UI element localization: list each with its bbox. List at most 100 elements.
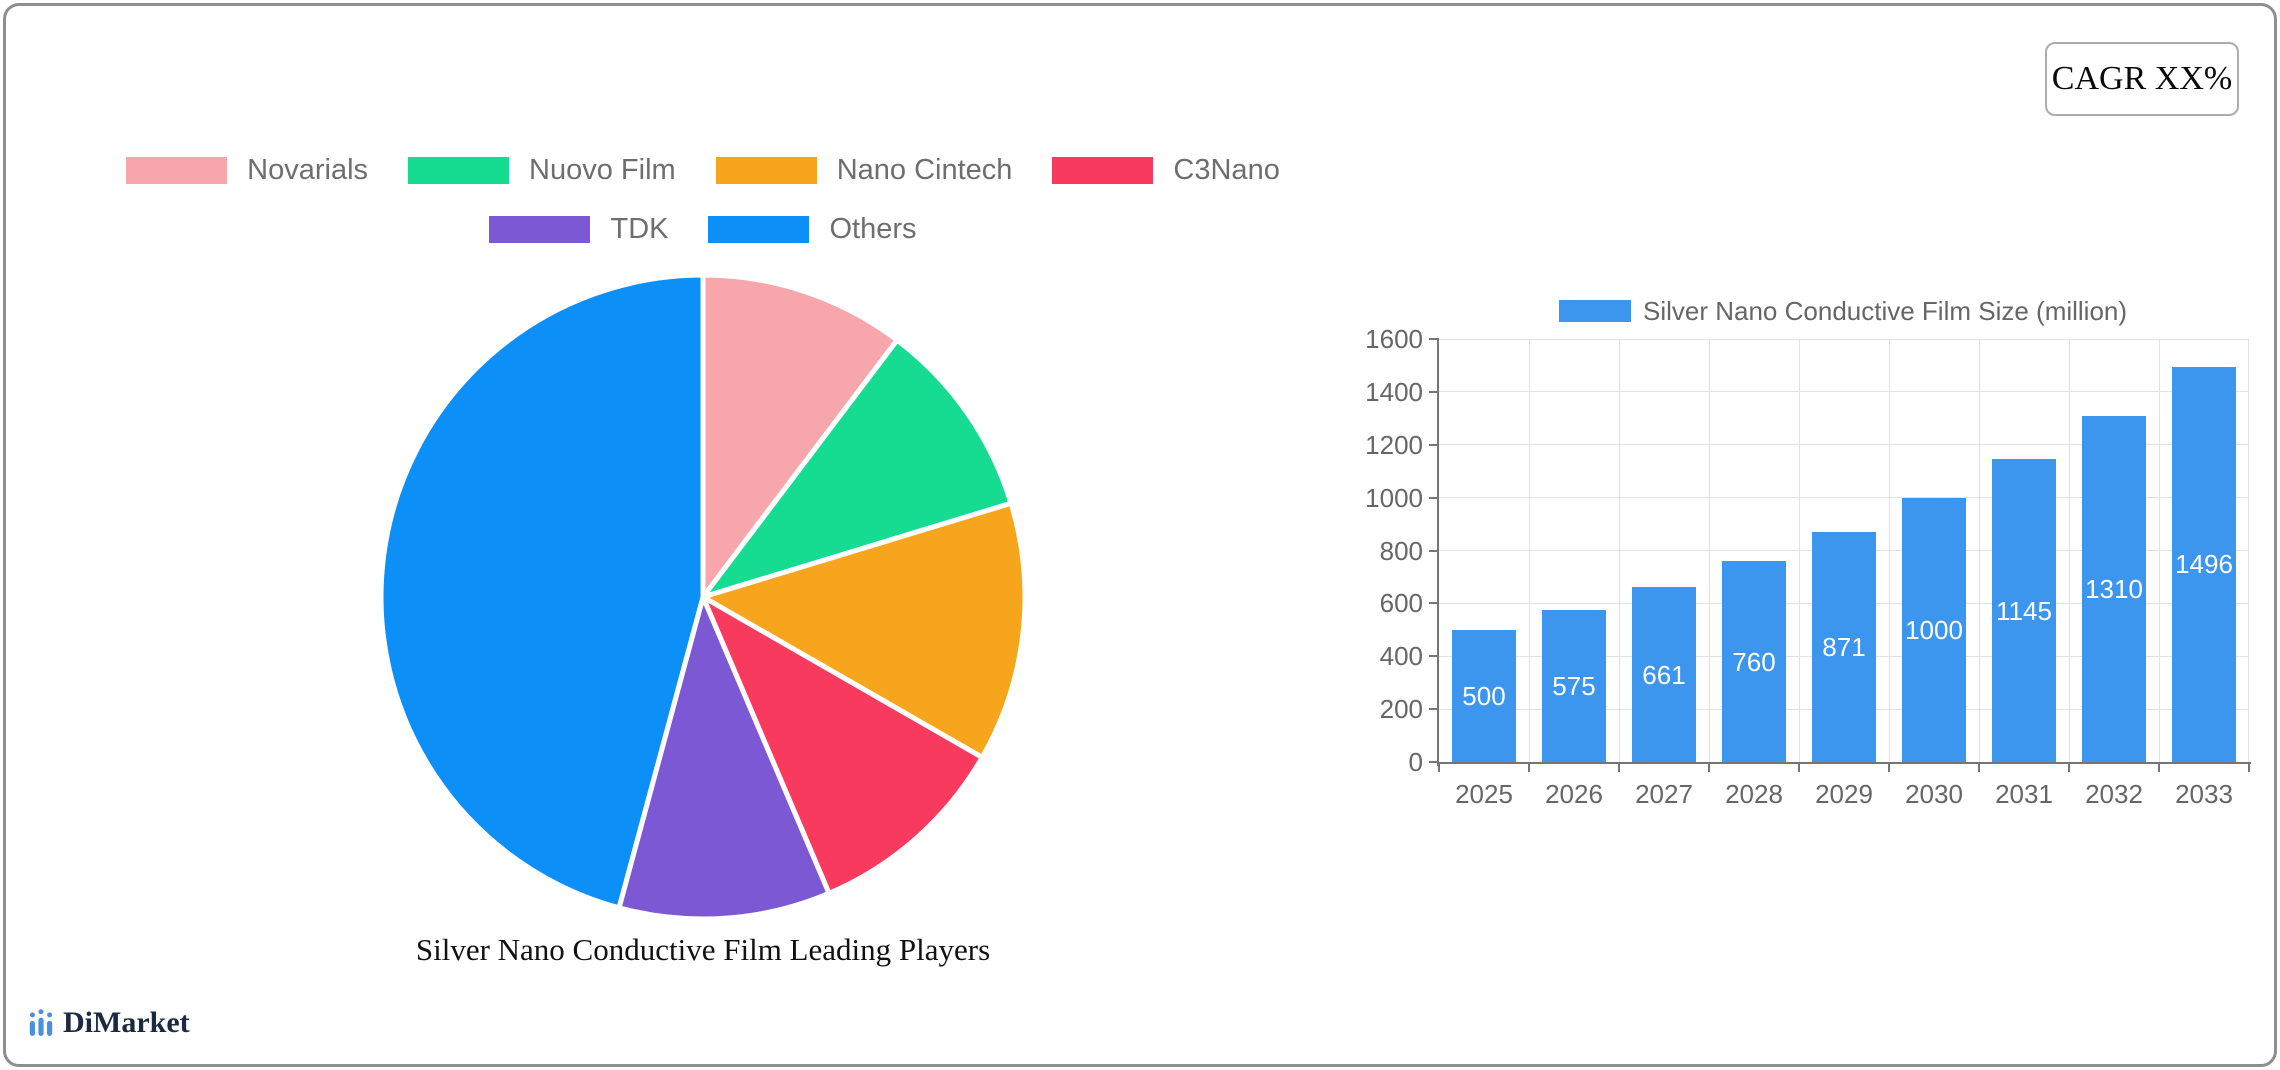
bar-2030: 1000 — [1902, 497, 1966, 762]
bar-chart-plot-area: 0 200 400 600 800 1000 1200 1400 1600 2025 500 2026… — [1365, 325, 2250, 808]
pie-legend-item-nuovo-film: Nuovo Film — [408, 153, 676, 187]
y-axis-tick — [1429, 338, 1439, 340]
bar-chart-logo-icon — [29, 1009, 53, 1036]
pie-legend-label: Novarials — [247, 154, 369, 186]
gridline-horizontal — [1439, 444, 2249, 446]
x-axis-label: 2030 — [1905, 779, 1963, 809]
cagr-badge: CAGR XX% — [2045, 42, 2239, 116]
y-axis-tick — [1429, 761, 1439, 763]
bar-chart-y-axis-line — [1437, 339, 1439, 766]
y-axis-label: 400 — [1379, 641, 1423, 672]
bar-2025: 500 — [1452, 629, 1516, 762]
pie-legend-swatch — [126, 156, 228, 184]
pie-slice-c3nano — [700, 594, 985, 896]
pie-legend-item-c3nano: C3Nano — [1052, 153, 1280, 187]
x-axis-label: 2026 — [1545, 779, 1603, 809]
pie-legend-label: C3Nano — [1173, 154, 1280, 186]
y-axis-tick — [1429, 602, 1439, 605]
pie-slice-tdk — [616, 594, 832, 922]
x-axis-tick — [1438, 762, 1440, 772]
y-axis-tick — [1429, 549, 1439, 552]
pie-slice-nuovo-film — [700, 337, 1014, 600]
pie-legend-label: Nano Cintech — [836, 154, 1013, 186]
gridline-vertical — [1888, 339, 1890, 762]
x-axis-tick — [1798, 762, 1800, 772]
y-axis-tick — [1429, 390, 1439, 393]
bar-legend-swatch — [1559, 300, 1631, 322]
x-axis-label: 2031 — [1995, 779, 2053, 809]
brand-name: DiMarket — [63, 1006, 190, 1039]
x-axis-label: 2025 — [1455, 779, 1513, 809]
pie-slice-others — [378, 272, 706, 911]
bar-2029: 871 — [1812, 531, 1876, 762]
gridline-horizontal — [1439, 391, 2249, 393]
bar-2028: 760 — [1722, 561, 1786, 762]
x-axis-tick — [1888, 762, 1890, 772]
gridline-horizontal — [1439, 338, 2249, 340]
bar-chart-legend: Silver Nano Conductive Film Size (millio… — [1559, 297, 2127, 325]
bar-value-label: 1145 — [1996, 595, 2052, 626]
pie-chart — [378, 272, 1028, 922]
bar-legend-label: Silver Nano Conductive Film Size (millio… — [1643, 296, 2128, 326]
x-axis-label: 2032 — [2085, 779, 2143, 809]
bar-2026: 575 — [1542, 609, 1606, 762]
pie-legend-swatch — [408, 156, 510, 184]
x-axis-label: 2033 — [2175, 779, 2233, 809]
bar-value-label: 871 — [1822, 631, 1866, 662]
bar-value-label: 1310 — [2085, 573, 2143, 604]
gridline-horizontal — [1439, 497, 2249, 499]
y-axis-tick — [1429, 443, 1439, 446]
x-axis-tick — [2158, 762, 2160, 772]
y-axis-label: 800 — [1379, 535, 1423, 566]
y-axis-label: 1400 — [1365, 376, 1423, 407]
bar-2033: 1496 — [2172, 366, 2236, 762]
x-axis-tick — [2068, 762, 2070, 772]
bar-value-label: 575 — [1552, 670, 1596, 701]
x-axis-label: 2028 — [1725, 779, 1783, 809]
y-axis-label: 1600 — [1365, 324, 1423, 354]
cagr-badge-label: CAGR XX% — [2051, 60, 2233, 97]
gridline-vertical — [1978, 339, 1980, 762]
y-axis-label: 1000 — [1365, 482, 1423, 513]
pie-legend-swatch — [708, 215, 810, 243]
gridline-vertical — [1618, 339, 1620, 762]
bar-value-label: 500 — [1462, 680, 1506, 711]
pie-legend-swatch — [1052, 156, 1154, 184]
pie-chart-title: Silver Nano Conductive Film Leading Play… — [415, 932, 991, 967]
pie-legend-item-tdk: TDK — [489, 212, 668, 246]
pie-legend-label: TDK — [610, 213, 669, 245]
bar-value-label: 661 — [1642, 659, 1686, 690]
bar-2031: 1145 — [1992, 459, 2056, 762]
x-axis-label: 2029 — [1815, 779, 1873, 809]
pie-legend-item-nano-cintech: Nano Cintech — [715, 153, 1013, 187]
pie-legend-swatch — [489, 215, 591, 243]
gridline-vertical — [1528, 339, 1530, 762]
bar-value-label: 760 — [1732, 646, 1776, 677]
gridline-vertical — [2248, 339, 2249, 762]
pie-slice-novarials — [700, 272, 900, 600]
y-axis-tick — [1429, 708, 1439, 711]
x-axis-tick — [1978, 762, 1980, 772]
x-axis-tick — [2248, 762, 2250, 772]
pie-legend-label: Others — [829, 213, 917, 245]
bar-value-label: 1496 — [2175, 549, 2233, 580]
pie-legend-swatch — [715, 156, 817, 184]
y-axis-label: 600 — [1379, 588, 1423, 619]
bar-2032: 1310 — [2082, 415, 2146, 762]
bar-chart-x-axis-line — [1437, 762, 2251, 764]
x-axis-tick — [1528, 762, 1530, 772]
y-axis-label: 200 — [1379, 694, 1423, 725]
x-axis-tick — [1618, 762, 1620, 772]
pie-legend-label: Nuovo Film — [529, 154, 676, 186]
bar-2027: 661 — [1632, 587, 1696, 762]
y-axis-label: 1200 — [1365, 429, 1423, 460]
y-axis-label: 0 — [1408, 747, 1423, 777]
pie-legend-row-1: Novarials Nuovo Film Nano Cintech C3Nano — [3, 153, 1403, 187]
pie-legend-item-novarials: Novarials — [126, 153, 368, 187]
brand-logo: DiMarket — [28, 1006, 190, 1040]
x-axis-label: 2027 — [1635, 779, 1693, 809]
x-axis-tick — [1708, 762, 1710, 772]
y-axis-tick — [1429, 496, 1439, 499]
y-axis-tick — [1429, 655, 1439, 658]
gridline-vertical — [1798, 339, 1800, 762]
